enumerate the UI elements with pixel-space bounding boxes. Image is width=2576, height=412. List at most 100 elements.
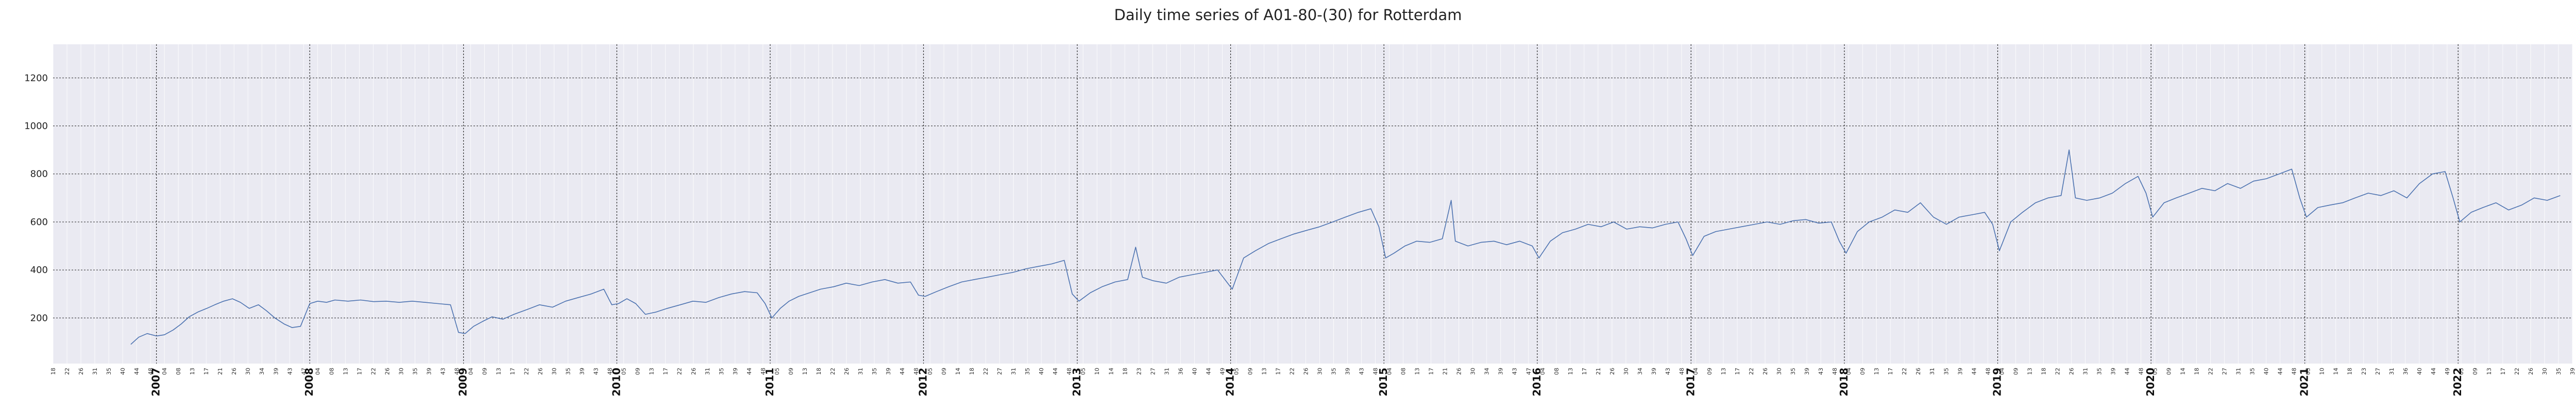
week-tick-label: 13	[1873, 368, 1880, 375]
week-tick-label: 39	[1651, 368, 1657, 375]
week-tick-label: 36	[2402, 368, 2409, 375]
week-tick-label: 44	[899, 368, 906, 375]
week-tick-label: 30	[1470, 368, 1477, 375]
week-tick-label: 18	[50, 368, 57, 375]
y-grid	[53, 77, 2572, 318]
week-tick-label: 35	[1943, 368, 1950, 375]
week-tick-label: 35	[2096, 368, 2103, 375]
week-tick-label: 14	[2180, 368, 2187, 375]
week-tick-label: 39	[885, 368, 892, 375]
year-tick-label: 2014	[1224, 368, 1236, 397]
week-tick-label: 17	[1887, 368, 1894, 375]
week-tick-label: 21	[217, 368, 224, 375]
year-tick-label: 2018	[1838, 368, 1850, 397]
y-tick-label: 600	[30, 217, 48, 228]
week-tick-label: 04	[314, 368, 321, 375]
y-tick-labels: 200 400 600 800 1000 1200	[24, 73, 48, 323]
week-tick-label: 39	[732, 368, 739, 375]
week-tick-label: 09	[482, 368, 488, 375]
week-tick-label: 39	[1804, 368, 1810, 375]
week-tick-label: 26	[2528, 368, 2534, 375]
week-tick-label: 39	[2569, 368, 2576, 375]
week-tick-label: 22	[1748, 368, 1755, 375]
week-tick-label: 13	[2486, 368, 2493, 375]
week-tick-label: 34	[1484, 368, 1490, 375]
week-tick-label: 13	[649, 368, 655, 375]
week-tick-label: 27	[1149, 368, 1156, 375]
week-tick-label: 39	[1345, 368, 1351, 375]
week-tick-label: 04	[1692, 368, 1699, 375]
week-tick-label: 43	[286, 368, 293, 375]
year-tick-label: 2007	[150, 368, 162, 397]
week-tick-label: 26	[1915, 368, 1922, 375]
year-tick-label: 2011	[764, 368, 776, 397]
week-tick-label: 13	[496, 368, 502, 375]
week-tick-label: 26	[384, 368, 391, 375]
week-tick-label: 43	[593, 368, 600, 375]
week-tick-label: 08	[1553, 368, 1560, 375]
week-tick-label: 26	[78, 368, 84, 375]
week-tick-label: 21	[1595, 368, 1602, 375]
week-tick-label: 26	[231, 368, 238, 375]
series-group	[130, 149, 2561, 345]
week-tick-label: 43	[1359, 368, 1365, 375]
week-tick-label: 39	[2110, 368, 2116, 375]
series-line	[130, 149, 2561, 345]
week-tick-label: 26	[2068, 368, 2075, 375]
week-tick-label: 05	[774, 368, 781, 375]
week-tick-label: 04	[1386, 368, 1393, 375]
week-tick-label: 31	[1929, 368, 1936, 375]
week-tick-label: 22	[370, 368, 377, 375]
year-labels: 2007 2008 2009 2010 2011 2012 2013 2014 2015 2016…	[150, 368, 2464, 397]
week-tick-label: 05	[1080, 368, 1087, 375]
week-tick-label: 13	[189, 368, 196, 375]
week-tick-label: 22	[982, 368, 989, 375]
year-tick-label: 2021	[2298, 368, 2311, 397]
week-tick-label: 05	[1233, 368, 1240, 375]
week-tick-label: 13	[2026, 368, 2033, 375]
week-tick-label: 43	[1818, 368, 1824, 375]
week-tick-label: 08	[328, 368, 335, 375]
week-tick-label: 35	[412, 368, 418, 375]
week-tick-label: 48	[147, 368, 154, 375]
week-tick-label: 39	[273, 368, 279, 375]
week-tick-label: 35	[871, 368, 878, 375]
week-tick-label: 48	[1985, 368, 1991, 375]
week-tick-label: 22	[64, 368, 71, 375]
week-tick-label: 17	[510, 368, 516, 375]
week-tick-label: 26	[1762, 368, 1769, 375]
week-tick-label: 43	[439, 368, 446, 375]
week-tick-label: 47	[300, 368, 307, 375]
week-tick-label: 27	[996, 368, 1003, 375]
week-tick-label: 22	[523, 368, 530, 375]
week-tick-label: 34	[259, 368, 265, 375]
week-tick-label: 13	[1261, 368, 1267, 375]
week-tick-label: 18	[816, 368, 822, 375]
week-tick-label: 10	[1094, 368, 1100, 375]
week-tick-label: 23	[1136, 368, 1142, 375]
year-tick-label: 2013	[1071, 368, 1083, 397]
week-tick-label: 22	[2208, 368, 2214, 375]
year-tick-label: 2020	[2144, 368, 2157, 397]
week-tick-label: 09	[2166, 368, 2173, 375]
week-tick-label: 48	[1679, 368, 1685, 375]
week-tick-label: 39	[579, 368, 586, 375]
week-tick-label: 44	[2277, 368, 2284, 375]
week-tick-label: 09	[2012, 368, 2019, 375]
week-tick-label: 49	[2444, 368, 2451, 375]
week-tick-label: 17	[663, 368, 669, 375]
week-tick-label: 22	[1289, 368, 1295, 375]
week-tick-label: 48	[1372, 368, 1379, 375]
week-tick-label: 08	[1400, 368, 1407, 375]
week-tick-label: 44	[746, 368, 753, 375]
week-tick-label: 26	[1302, 368, 1309, 375]
week-tick-label: 48	[913, 368, 920, 375]
week-tick-label: 44	[1205, 368, 1212, 375]
year-tick-label: 2008	[303, 368, 315, 397]
plot-area	[53, 44, 2572, 364]
week-tick-label: 09	[1859, 368, 1866, 375]
week-tick-label: 14	[1108, 368, 1114, 375]
week-tick-label: 48	[453, 368, 460, 375]
week-tick-label: 17	[1581, 368, 1588, 375]
